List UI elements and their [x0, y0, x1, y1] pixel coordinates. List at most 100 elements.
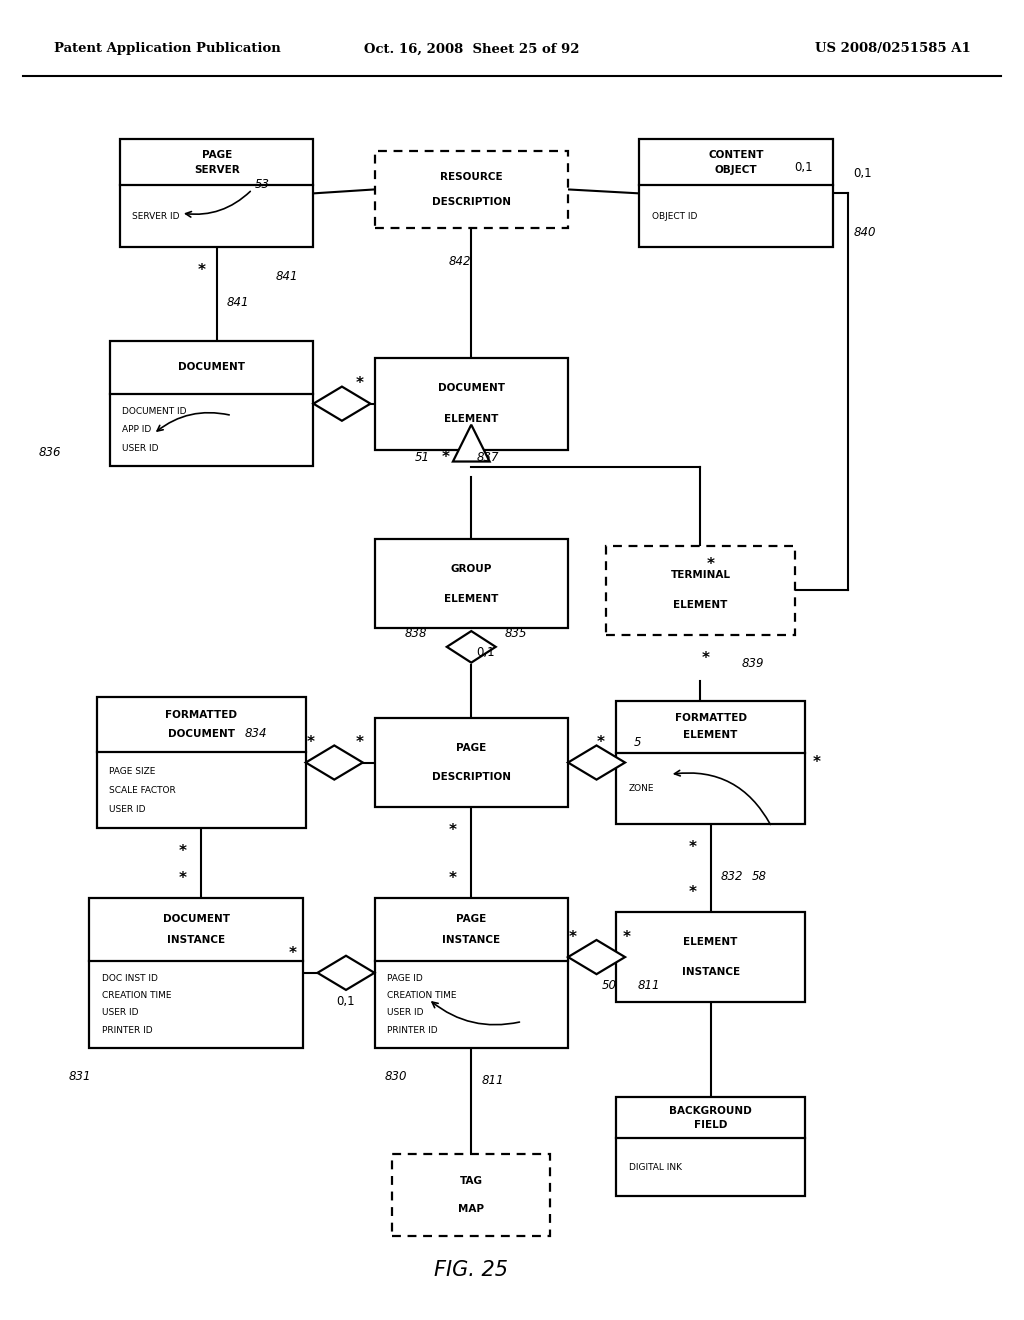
Text: ZONE: ZONE: [629, 784, 654, 793]
Polygon shape: [568, 746, 625, 780]
Text: 811: 811: [637, 979, 659, 993]
Text: CREATION TIME: CREATION TIME: [387, 991, 457, 1001]
Text: 811: 811: [481, 1074, 504, 1088]
Text: FIELD: FIELD: [694, 1119, 727, 1130]
Text: DOCUMENT: DOCUMENT: [438, 383, 505, 393]
Text: *: *: [688, 886, 696, 900]
Text: INSTANCE: INSTANCE: [167, 935, 225, 945]
Text: 842: 842: [449, 255, 471, 268]
Text: Oct. 16, 2008  Sheet 25 of 92: Oct. 16, 2008 Sheet 25 of 92: [364, 42, 579, 55]
Text: *: *: [449, 871, 457, 886]
Bar: [110, 342, 313, 466]
Text: 838: 838: [406, 627, 428, 640]
Bar: [89, 898, 303, 1048]
Text: USER ID: USER ID: [122, 444, 159, 453]
Text: 834: 834: [245, 727, 267, 741]
Polygon shape: [453, 425, 489, 462]
Text: *: *: [179, 871, 187, 886]
Text: USER ID: USER ID: [101, 1008, 138, 1018]
Text: 0,1: 0,1: [476, 645, 495, 659]
Bar: [606, 545, 795, 635]
Bar: [616, 912, 805, 1002]
Text: CREATION TIME: CREATION TIME: [101, 991, 171, 1001]
Text: 839: 839: [741, 657, 764, 671]
Text: 831: 831: [69, 1071, 91, 1084]
Bar: [97, 697, 306, 828]
Text: 841: 841: [275, 269, 298, 282]
Text: SCALE FACTOR: SCALE FACTOR: [110, 785, 176, 795]
Text: ELEMENT: ELEMENT: [683, 730, 737, 741]
Text: 50: 50: [602, 979, 616, 993]
Text: OBJECT: OBJECT: [715, 165, 758, 174]
Text: *: *: [307, 735, 314, 750]
Bar: [375, 539, 568, 628]
Text: *: *: [597, 735, 605, 750]
Text: OBJECT ID: OBJECT ID: [651, 211, 697, 220]
Text: DOC INST ID: DOC INST ID: [101, 974, 158, 982]
Text: DOCUMENT: DOCUMENT: [163, 913, 229, 924]
Text: ELEMENT: ELEMENT: [444, 594, 499, 603]
Text: PAGE: PAGE: [456, 743, 486, 752]
Text: *: *: [355, 735, 364, 750]
Text: DIGITAL INK: DIGITAL INK: [629, 1163, 682, 1172]
Polygon shape: [568, 940, 625, 974]
Text: PAGE SIZE: PAGE SIZE: [110, 767, 156, 776]
Text: 5: 5: [634, 737, 642, 750]
Bar: [375, 152, 568, 227]
Bar: [120, 140, 313, 247]
Polygon shape: [306, 746, 362, 780]
Text: *: *: [289, 945, 297, 961]
Text: PAGE: PAGE: [202, 149, 231, 160]
Bar: [375, 898, 568, 1048]
Text: 835: 835: [505, 627, 527, 640]
Text: TERMINAL: TERMINAL: [671, 570, 730, 581]
Text: *: *: [623, 929, 631, 945]
Text: FIG. 25: FIG. 25: [434, 1259, 508, 1280]
Text: *: *: [707, 557, 715, 572]
Text: INSTANCE: INSTANCE: [682, 968, 739, 977]
Text: 830: 830: [385, 1071, 408, 1084]
Text: ELEMENT: ELEMENT: [444, 414, 499, 424]
Text: *: *: [179, 845, 187, 859]
Text: USER ID: USER ID: [110, 805, 145, 813]
Text: INSTANCE: INSTANCE: [442, 935, 501, 945]
Text: *: *: [355, 376, 364, 392]
Text: 58: 58: [752, 870, 766, 883]
Text: USER ID: USER ID: [387, 1008, 423, 1018]
Polygon shape: [446, 631, 496, 663]
Text: PRINTER ID: PRINTER ID: [101, 1026, 153, 1035]
Polygon shape: [317, 956, 375, 990]
Bar: [392, 1154, 550, 1236]
Text: PAGE ID: PAGE ID: [387, 974, 423, 982]
Text: DOCUMENT ID: DOCUMENT ID: [122, 408, 186, 416]
Text: 836: 836: [39, 446, 60, 459]
Text: *: *: [688, 841, 696, 855]
Text: 0,1: 0,1: [853, 168, 871, 180]
Text: PAGE: PAGE: [456, 913, 486, 924]
Text: FORMATTED: FORMATTED: [675, 713, 746, 723]
Text: 0,1: 0,1: [794, 161, 813, 174]
Text: 53: 53: [254, 178, 269, 190]
Text: 840: 840: [853, 226, 876, 239]
Text: 832: 832: [721, 870, 743, 883]
Text: ELEMENT: ELEMENT: [683, 937, 737, 948]
Text: 51: 51: [416, 451, 430, 465]
Text: DESCRIPTION: DESCRIPTION: [432, 197, 511, 207]
Text: *: *: [813, 755, 821, 770]
Text: ELEMENT: ELEMENT: [673, 601, 728, 610]
Text: *: *: [441, 450, 450, 465]
Polygon shape: [313, 387, 371, 421]
Text: PRINTER ID: PRINTER ID: [387, 1026, 437, 1035]
Text: APP ID: APP ID: [122, 425, 152, 434]
Text: SERVER ID: SERVER ID: [132, 211, 179, 220]
Bar: [375, 718, 568, 808]
Text: *: *: [449, 824, 457, 838]
Text: SERVER: SERVER: [194, 165, 240, 174]
Text: BACKGROUND: BACKGROUND: [670, 1106, 752, 1115]
Text: FORMATTED: FORMATTED: [165, 710, 238, 721]
Text: TAG: TAG: [460, 1176, 482, 1187]
Text: DESCRIPTION: DESCRIPTION: [432, 772, 511, 783]
Text: RESOURCE: RESOURCE: [440, 172, 503, 182]
Text: US 2008/0251585 A1: US 2008/0251585 A1: [814, 42, 971, 55]
Text: Patent Application Publication: Patent Application Publication: [53, 42, 281, 55]
